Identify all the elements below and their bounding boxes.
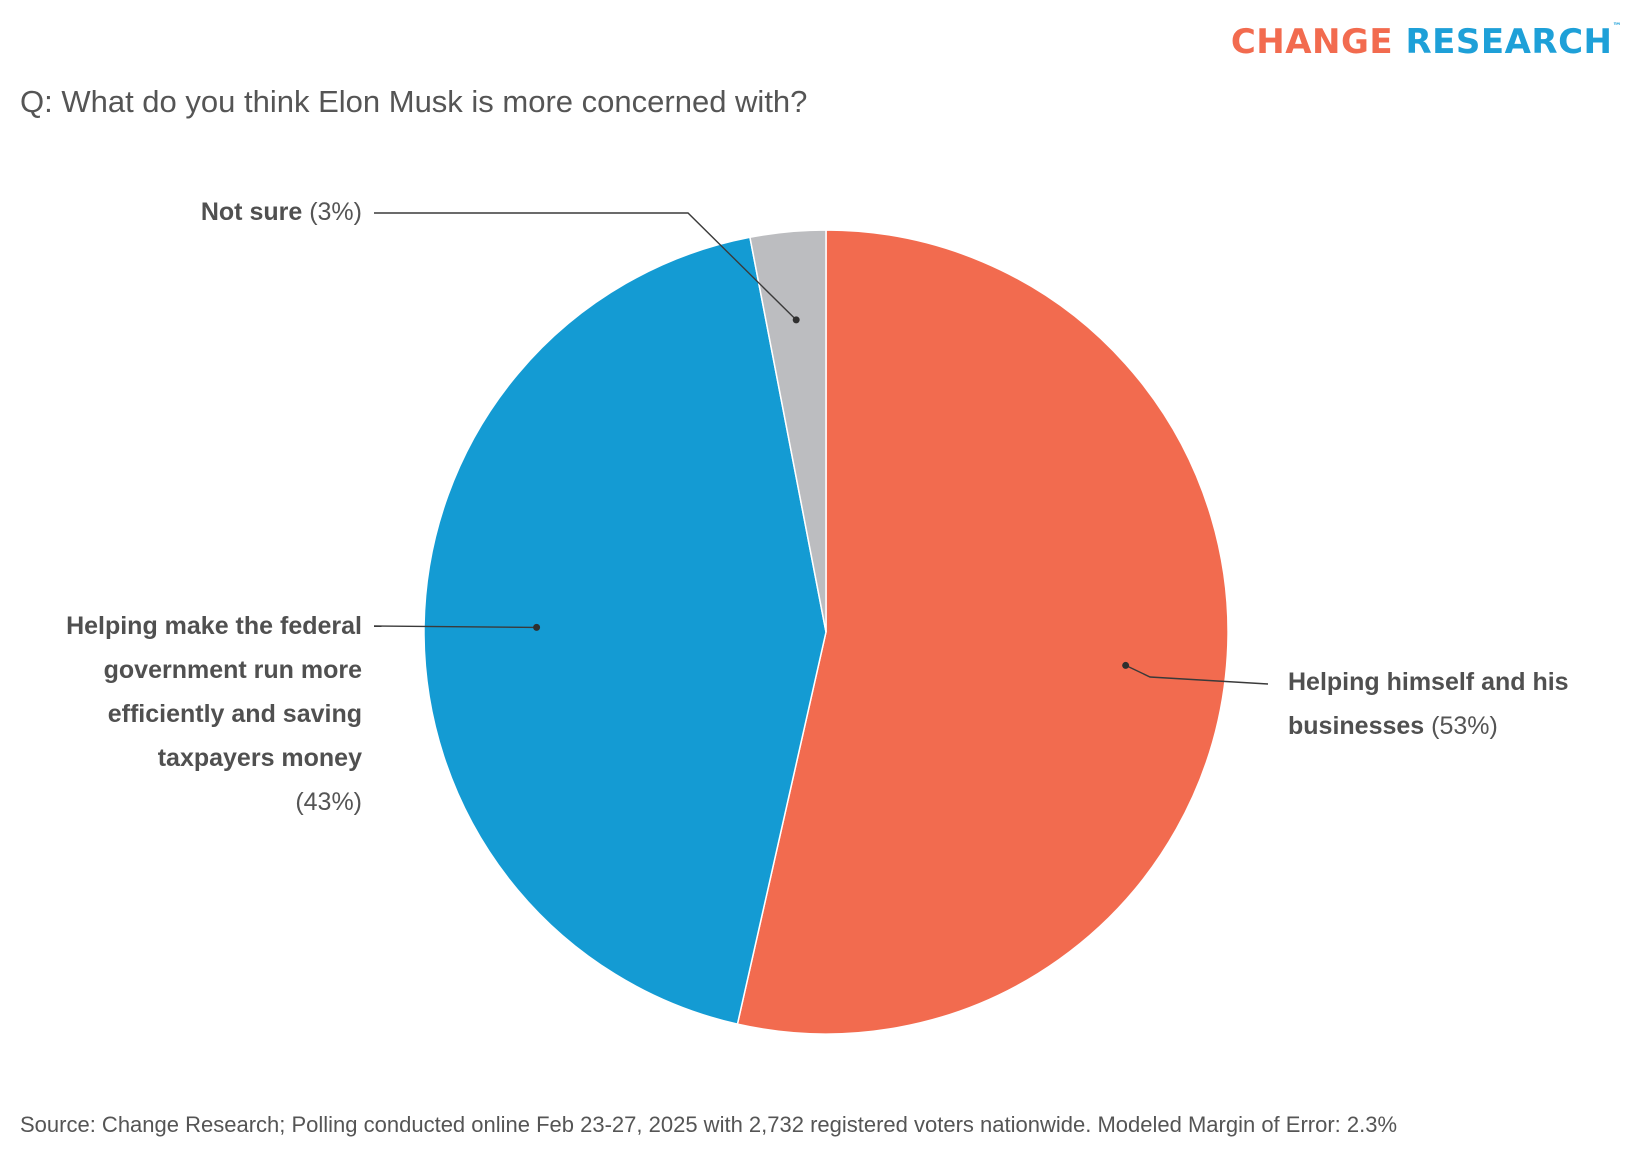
label-himself-pct: (53%) (1431, 712, 1498, 740)
logo-word-change: CHANGE (1230, 22, 1394, 62)
label-himself-name: Helping himself and his businesses (1288, 668, 1569, 740)
leader-line (373, 625, 537, 629)
leader-lines (373, 212, 1269, 685)
label-not-sure-name: Not sure (200, 198, 303, 226)
label-government: Helping make the federal government run … (2, 604, 362, 824)
label-himself: Helping himself and his businesses (53%) (1288, 660, 1628, 748)
label-government-pct: (43%) (295, 788, 362, 816)
label-government-name: Helping make the federal government run … (66, 612, 362, 772)
leader-dot (533, 623, 541, 631)
label-not-sure: Not sure (3%) (201, 190, 362, 234)
change-research-logo: CHANGE RESEARCH™ (1231, 22, 1622, 62)
source-note: Source: Change Research; Polling conduct… (20, 1112, 1398, 1137)
logo-word-research: RESEARCH (1405, 22, 1613, 62)
label-not-sure-pct: (3%) (309, 198, 362, 226)
leader-line (1125, 664, 1269, 685)
slice-himself (736, 229, 1229, 1035)
leader-dot (1122, 661, 1130, 669)
leader-dot (792, 316, 800, 324)
chart-title: Q: What do you think Elon Musk is more c… (20, 84, 808, 119)
slice-not-sure (749, 229, 827, 633)
pie-slices (423, 229, 1229, 1035)
leader-line (374, 212, 797, 321)
logo-trademark: ™ (1612, 22, 1622, 32)
slice-government (423, 236, 827, 1026)
